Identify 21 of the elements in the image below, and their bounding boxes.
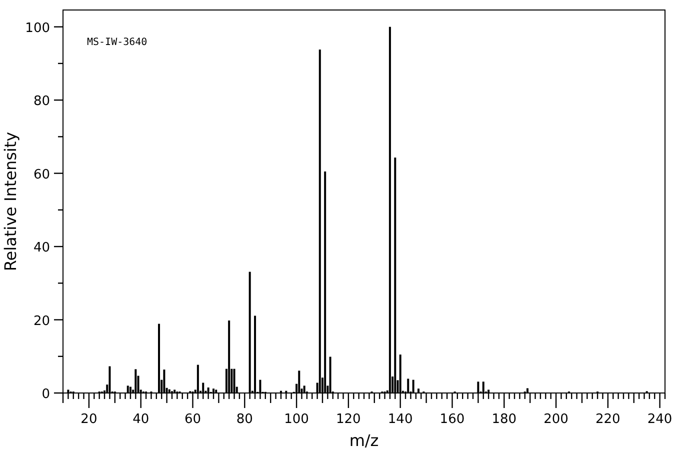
x-tick-label: 160 <box>440 412 465 427</box>
x-tick-label: 240 <box>647 412 672 427</box>
y-tick-label: 80 <box>33 94 50 110</box>
y-tick-label: 20 <box>33 314 50 329</box>
x-tick-label: 200 <box>544 412 568 427</box>
y-tick-label: 40 <box>33 240 50 256</box>
x-axis-title: m/z <box>349 431 379 450</box>
y-tick-label: 60 <box>33 167 50 182</box>
y-axis-title: Relative Intensity <box>1 132 20 272</box>
x-tick-label: 20 <box>80 412 98 427</box>
x-tick-label: 180 <box>492 412 517 427</box>
x-tick-label: 120 <box>336 412 361 427</box>
x-tick-label: 140 <box>388 412 413 427</box>
annotation: MS-IW-3640 <box>87 37 148 48</box>
x-tick-label: 80 <box>236 412 253 427</box>
x-tick-label: 40 <box>132 412 150 427</box>
y-tick-label: 100 <box>25 20 50 36</box>
x-tick-label: 60 <box>184 412 202 427</box>
x-tick-label: 220 <box>596 412 620 427</box>
x-tick-label: 100 <box>284 412 309 427</box>
y-tick-label: 0 <box>42 387 50 402</box>
